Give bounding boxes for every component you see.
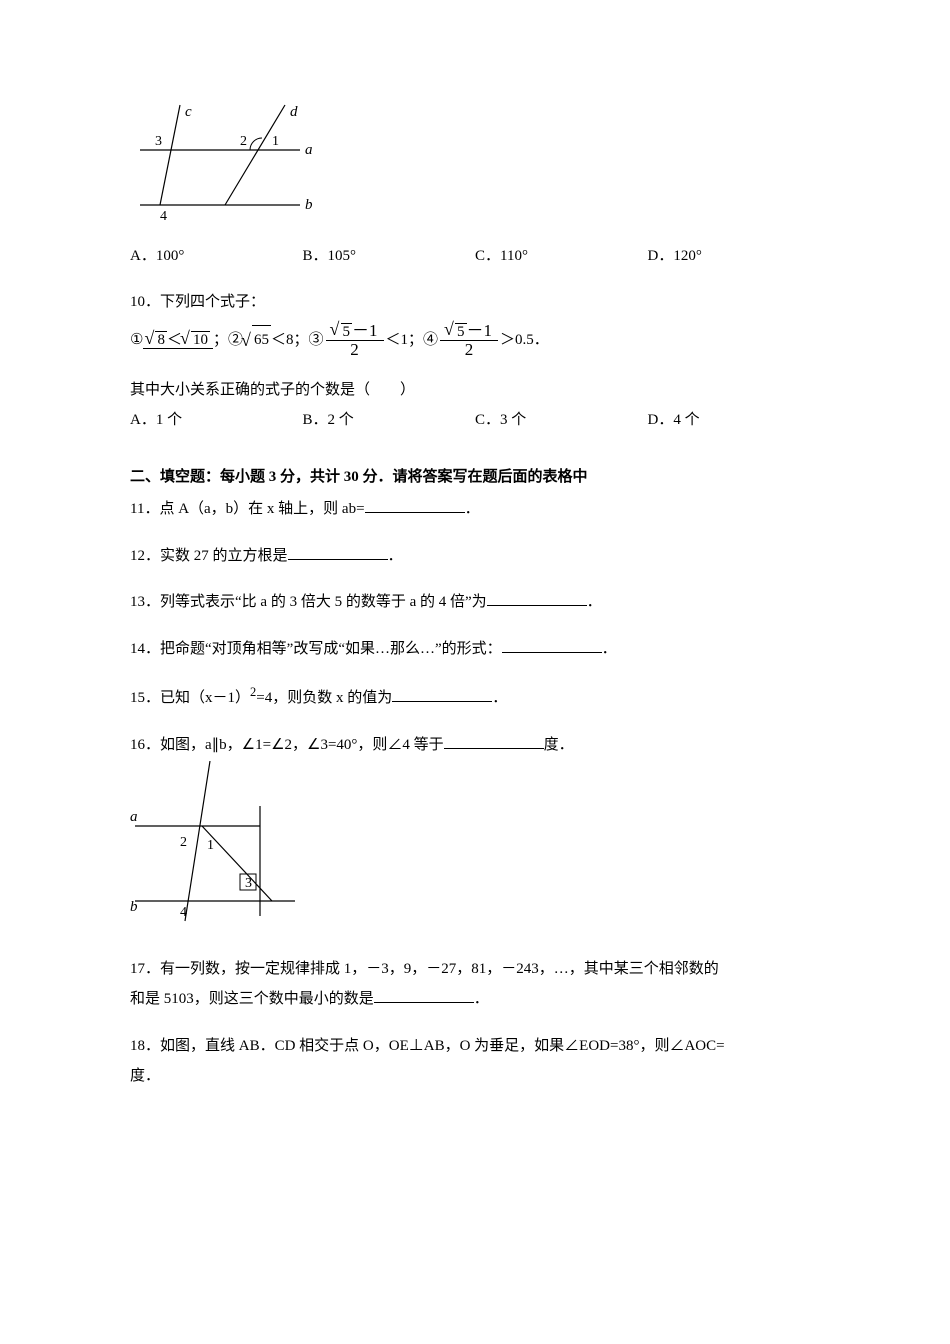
q12-blank[interactable]: [288, 544, 388, 560]
q16-label-4: 4: [180, 905, 187, 920]
q13-blank[interactable]: [487, 590, 587, 606]
q15-pre: 15．已知（x－1）: [130, 690, 250, 706]
q16-label-b: b: [130, 899, 138, 915]
q15-post: ．: [492, 690, 507, 706]
q16-svg: a b 1 2 3 4: [130, 761, 305, 926]
q10-expr4: 5－1 2: [440, 321, 498, 360]
section2-header: 二、填空题：每小题 3 分，共计 30 分．请将答案写在题后面的表格中: [130, 463, 820, 492]
q9-label-4: 4: [160, 209, 167, 224]
q15: 15．已知（x－1）2=4，则负数 x 的值为．: [130, 681, 820, 713]
q12-post: ．: [388, 548, 403, 564]
q16-figure: a b 1 2 3 4: [130, 761, 820, 937]
q18-line1: 18．如图，直线 AB．CD 相交于点 O，OE⊥AB，O 为垂足，如果∠EOD…: [130, 1032, 820, 1061]
q10-choice-b: B．2 个: [303, 406, 476, 435]
q12: 12．实数 27 的立方根是 ．: [130, 542, 820, 571]
q16-label-a: a: [130, 809, 138, 825]
q10-c4: ＜1；④: [386, 326, 439, 355]
q10-c2: ；②: [213, 326, 243, 355]
q10-expr2: 65: [243, 325, 271, 355]
q10-choices: A．1 个 B．2 个 C．3 个 D．4 个: [130, 406, 820, 435]
q10-c3: ＜8；③: [271, 326, 324, 355]
q16-pre: 16．如图，a∥b，∠1=∠2，∠3=40°，则∠4 等于: [130, 737, 444, 753]
q11-post: ．: [465, 501, 480, 517]
q11-blank[interactable]: [365, 497, 465, 513]
q10-c5: ＞0.5．: [500, 326, 549, 355]
q9-figure: c d a b 1 2 3 4: [130, 100, 820, 236]
q10-stem: 10．下列四个式子：: [130, 288, 820, 317]
q9-label-3: 3: [155, 134, 162, 149]
q15-mid: =4，则负数 x 的值为: [256, 690, 392, 706]
q9-label-2: 2: [240, 134, 247, 149]
q9-label-a: a: [305, 142, 313, 158]
q11-pre: 11．点 A（a，b）在 x 轴上，则 ab=: [130, 501, 365, 517]
q16-post: 度．: [544, 737, 574, 753]
q9-label-d: d: [290, 104, 298, 120]
q9-choice-a: A．100°: [130, 242, 303, 271]
q10-choice-a: A．1 个: [130, 406, 303, 435]
q9-choices: A．100° B．105° C．110° D．120°: [130, 242, 820, 271]
q9-choice-d: D．120°: [648, 242, 821, 271]
q9-label-1: 1: [272, 134, 279, 149]
q14-blank[interactable]: [502, 637, 602, 653]
q9-label-c: c: [185, 104, 192, 120]
q14-post: ．: [602, 641, 617, 657]
q17-line1: 17．有一列数，按一定规律排成 1，－3，9，－27，81，－243，…，其中某…: [130, 955, 820, 984]
q10-tail: 其中大小关系正确的式子的个数是（ ）: [130, 376, 820, 405]
q12-pre: 12．实数 27 的立方根是: [130, 548, 288, 564]
q11: 11．点 A（a，b）在 x 轴上，则 ab= ．: [130, 495, 820, 524]
q15-blank[interactable]: [392, 686, 492, 702]
q16-label-1: 1: [207, 838, 214, 853]
q18-line2: 度．: [130, 1062, 820, 1091]
q14-pre: 14．把命题“对顶角相等”改写成“如果…那么…”的形式：: [130, 641, 502, 657]
q10-choice-c: C．3 个: [475, 406, 648, 435]
q13-pre: 13．列等式表示“比 a 的 3 倍大 5 的数等于 a 的 4 倍”为: [130, 594, 487, 610]
q16: 16．如图，a∥b，∠1=∠2，∠3=40°，则∠4 等于 度．: [130, 731, 820, 760]
q17-pre: 和是 5103，则这三个数中最小的数是: [130, 991, 374, 1007]
q13: 13．列等式表示“比 a 的 3 倍大 5 的数等于 a 的 4 倍”为 ．: [130, 588, 820, 617]
q17-line2: 和是 5103，则这三个数中最小的数是 ．: [130, 985, 820, 1014]
q10-c1: ①: [130, 326, 143, 355]
q10-expressions: ① 8＜10 ；② 65 ＜8；③ 5－1 2 ＜1；④ 5－1 2 ＞0.5．: [130, 321, 820, 360]
q14: 14．把命题“对顶角相等”改写成“如果…那么…”的形式： ．: [130, 635, 820, 664]
q10-expr1: 8＜10: [143, 331, 213, 350]
q16-label-2: 2: [180, 835, 187, 850]
q13-post: ．: [587, 594, 602, 610]
q9-choice-c: C．110°: [475, 242, 648, 271]
q9-label-b: b: [305, 197, 313, 213]
q9-svg: c d a b 1 2 3 4: [130, 100, 320, 225]
q17-blank[interactable]: [374, 987, 474, 1003]
q9-choice-b: B．105°: [303, 242, 476, 271]
q16-label-3: 3: [245, 876, 252, 891]
q16-blank[interactable]: [444, 733, 544, 749]
q10-expr3: 5－1 2: [326, 321, 384, 360]
q10-choice-d: D．4 个: [648, 406, 821, 435]
q17-post: ．: [474, 991, 489, 1007]
